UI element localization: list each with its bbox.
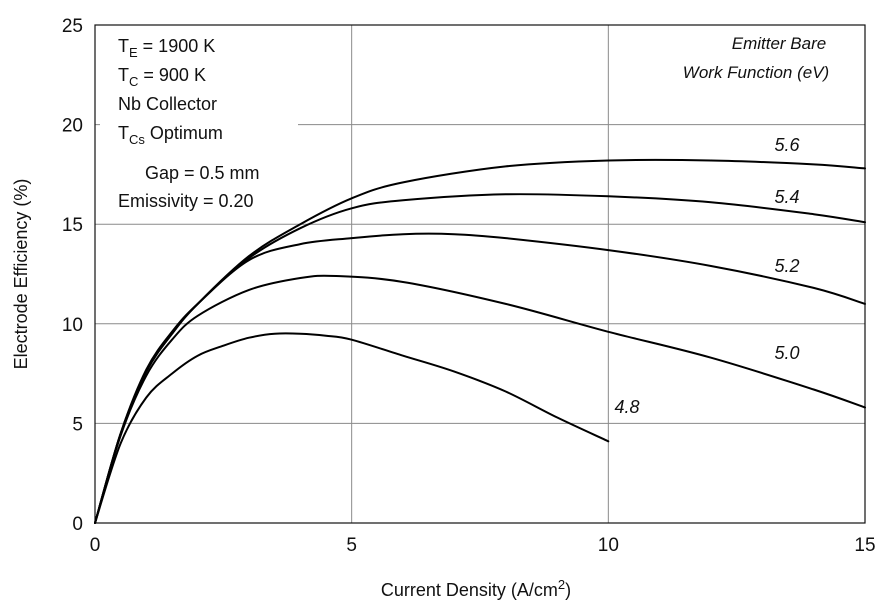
cesium-temperature: TCs Optimum [118,123,223,147]
y-axis-title: Electrode Efficiency (%) [11,179,31,370]
x-axis-title: Current Density (A/cm2) [381,577,571,600]
series-label-5.2: 5.2 [774,256,799,276]
series-label-5.0: 5.0 [774,343,799,363]
series-label-4.8: 4.8 [614,397,639,417]
series-label-5.6: 5.6 [774,135,800,155]
plot-frame [94,24,866,524]
series-line-5.4 [94,193,866,524]
legend-title-line-2: Work Function (eV) [683,63,829,82]
legend-title: Emitter Bare Work Function (eV) [683,34,829,82]
x-tick-label: 10 [598,535,619,556]
x-tick-label: 15 [854,535,875,556]
legend-title-line-1: Emitter Bare [732,34,826,53]
conditions-background [100,30,298,220]
series-labels: 5.6 5.4 5.2 5.0 4.8 [614,135,800,417]
y-tick-label: 25 [62,16,83,37]
tick-labels: 0 5 10 15 0 5 10 15 20 25 [62,16,876,556]
series-line-4.8 [94,332,610,524]
y-tick-label: 10 [62,315,83,336]
series-label-5.4: 5.4 [774,187,799,207]
y-tick-label: 0 [72,514,83,535]
collector-material: Nb Collector [118,94,217,114]
series-lines [94,158,866,524]
series-line-5.2 [94,232,866,524]
emissivity: Emissivity = 0.20 [118,191,254,211]
emitter-temperature: TE = 1900 K [118,36,215,60]
x-tick-label: 5 [346,535,357,556]
y-tick-label: 5 [72,414,83,435]
gap: Gap = 0.5 mm [145,163,260,183]
y-tick-label: 15 [62,215,83,236]
conditions-block: TE = 1900 K TC = 900 K Nb Collector TCs … [118,36,260,211]
y-tick-label: 20 [62,116,83,137]
collector-temperature: TC = 900 K [118,65,206,89]
series-line-5.0 [94,274,866,524]
x-tick-label: 0 [90,535,101,556]
